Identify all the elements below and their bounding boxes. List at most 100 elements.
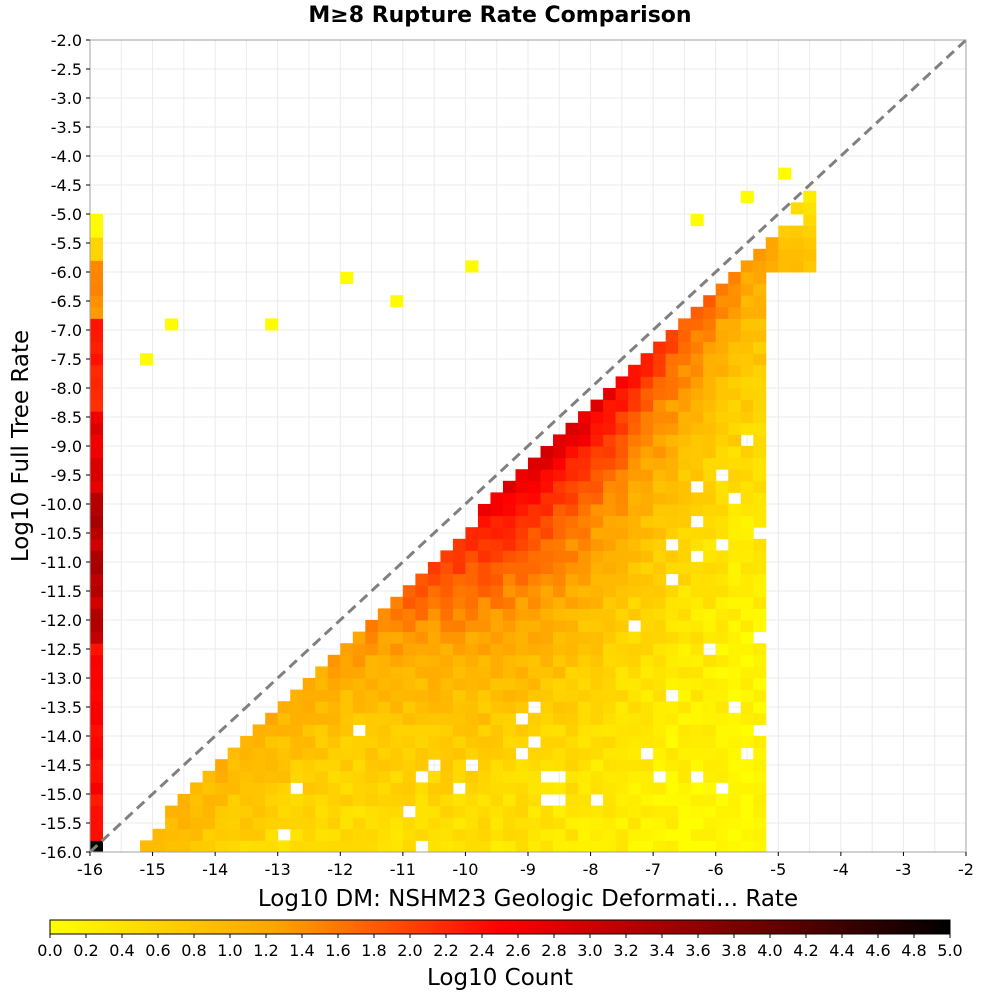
heatmap-cell <box>302 747 316 760</box>
heatmap-cell <box>365 759 379 772</box>
heatmap-cell <box>490 794 504 807</box>
heatmap-cell <box>90 562 104 575</box>
colorbar-tick-label: 2.6 <box>505 941 530 960</box>
heatmap-cell <box>440 585 454 598</box>
heatmap-cell <box>653 689 667 702</box>
heatmap-cell <box>640 527 654 540</box>
heatmap-cell <box>578 689 592 702</box>
heatmap-cell <box>540 620 554 633</box>
heatmap-cell <box>628 446 642 459</box>
heatmap-cell <box>640 457 654 470</box>
heatmap-cell <box>565 469 579 482</box>
heatmap-cell <box>340 828 354 841</box>
heatmap-cell <box>565 782 579 795</box>
heatmap-cell <box>302 805 316 818</box>
heatmap-cell <box>753 550 767 563</box>
heatmap-cell <box>703 585 717 598</box>
heatmap-cell <box>703 457 717 470</box>
heatmap-cell <box>728 341 742 354</box>
heatmap-cell <box>515 678 529 691</box>
heatmap-cell <box>753 643 767 656</box>
heatmap-cell <box>690 747 704 760</box>
heatmap-cell <box>703 620 717 633</box>
heatmap-cell <box>690 306 704 319</box>
heatmap-cell <box>703 724 717 737</box>
heatmap-cell <box>377 724 391 737</box>
heatmap-cell <box>202 770 216 783</box>
heatmap-cell <box>415 631 429 644</box>
heatmap-cell <box>477 573 491 586</box>
heatmap-cell <box>578 759 592 772</box>
heatmap-cell <box>528 794 542 807</box>
heatmap-cell <box>352 770 366 783</box>
heatmap-cell <box>653 631 667 644</box>
heatmap-cell <box>427 643 441 656</box>
heatmap-cell <box>415 747 429 760</box>
heatmap-cell <box>452 620 466 633</box>
heatmap-cell <box>740 411 754 424</box>
heatmap-cell <box>252 817 266 830</box>
heatmap-cell <box>578 434 592 447</box>
heatmap-cell <box>628 469 642 482</box>
heatmap-cell <box>740 272 754 285</box>
heatmap-cell <box>490 608 504 621</box>
heatmap-cell <box>490 620 504 633</box>
heatmap-cell <box>603 759 617 772</box>
heatmap-cell <box>678 562 692 575</box>
heatmap-cell <box>152 840 166 853</box>
heatmap-cell <box>390 782 404 795</box>
heatmap-cell <box>740 562 754 575</box>
heatmap-cell <box>553 643 567 656</box>
heatmap-cell <box>640 654 654 667</box>
heatmap-cell <box>365 736 379 749</box>
heatmap-cell <box>728 747 742 760</box>
heatmap-cell <box>465 631 479 644</box>
heatmap-cell <box>502 805 516 818</box>
heatmap-cell <box>753 770 767 783</box>
heatmap-cell <box>265 805 279 818</box>
heatmap-cell <box>615 399 629 412</box>
heatmap-cell <box>452 678 466 691</box>
heatmap-cell <box>640 550 654 563</box>
heatmap-cell <box>728 643 742 656</box>
heatmap-cell <box>265 712 279 725</box>
heatmap-cell <box>703 399 717 412</box>
heatmap-cell <box>215 817 229 830</box>
heatmap-cell <box>590 643 604 656</box>
heatmap-cell <box>653 805 667 818</box>
heatmap-cell <box>390 805 404 818</box>
heatmap-cell <box>628 712 642 725</box>
heatmap-cell <box>703 828 717 841</box>
heatmap-cell <box>227 759 241 772</box>
heatmap-cell <box>90 759 104 772</box>
heatmap-cell <box>615 712 629 725</box>
heatmap-cell <box>90 643 104 656</box>
heatmap-cell <box>653 376 667 389</box>
heatmap-cell <box>490 701 504 714</box>
heatmap-cell <box>90 214 104 227</box>
heatmap-cell <box>390 794 404 807</box>
heatmap-cell <box>352 654 366 667</box>
heatmap-cell <box>565 480 579 493</box>
heatmap-cell <box>665 678 679 691</box>
y-tick-label: -7.0 <box>51 321 82 340</box>
heatmap-cell <box>665 422 679 435</box>
heatmap-cell <box>790 237 804 250</box>
heatmap-cell <box>415 736 429 749</box>
heatmap-cell <box>553 654 567 667</box>
heatmap-cell <box>402 759 416 772</box>
heatmap-cell <box>252 782 266 795</box>
heatmap-cell <box>665 515 679 528</box>
heatmap-cell <box>640 828 654 841</box>
heatmap-cell <box>678 828 692 841</box>
heatmap-cell <box>678 666 692 679</box>
heatmap-cell <box>515 562 529 575</box>
heatmap-cell <box>190 805 204 818</box>
heatmap-cell <box>327 794 341 807</box>
heatmap-cell <box>553 562 567 575</box>
heatmap-cell <box>340 678 354 691</box>
heatmap-cell <box>302 689 316 702</box>
heatmap-cell <box>315 828 329 841</box>
heatmap-cell <box>640 573 654 586</box>
heatmap-cell <box>528 492 542 505</box>
